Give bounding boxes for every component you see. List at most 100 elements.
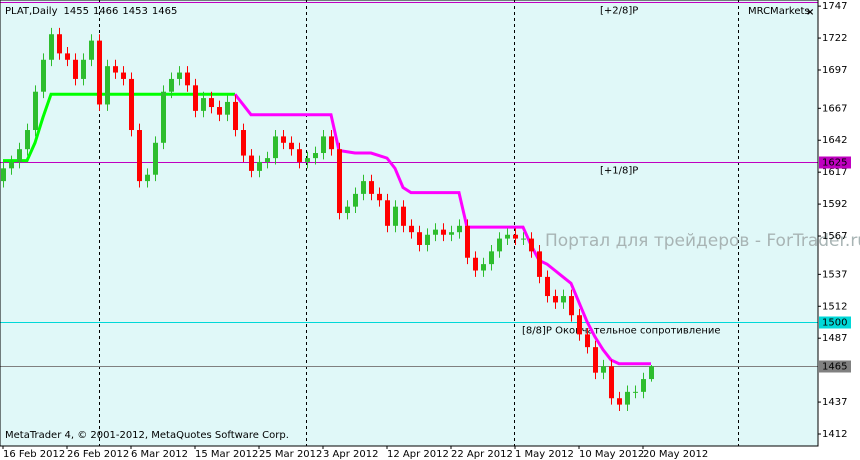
candle-body <box>409 225 414 233</box>
candle-body <box>73 59 78 79</box>
candle-body <box>505 234 510 239</box>
candle-body <box>441 229 446 235</box>
level-label: [+1/8]P <box>600 166 638 177</box>
candle-body <box>1 168 6 182</box>
marks: [+2/8]P [+1/8]P [8/8]P Окончательное сопро… <box>0 2 818 412</box>
candle-body <box>617 398 622 405</box>
x-tick-label: 12 Apr 2012 <box>387 449 449 460</box>
candle-body <box>585 334 590 348</box>
candle-body <box>41 59 46 92</box>
candle-body <box>25 130 30 150</box>
candle-body <box>249 155 254 171</box>
candle-body <box>449 232 454 235</box>
candle-body <box>345 206 350 214</box>
x-tick-label: 22 Apr 2012 <box>451 449 513 460</box>
candle-body <box>161 91 166 143</box>
copyright: MetaTrader 4, © 2001-2012, MetaQuotes So… <box>5 430 289 441</box>
candle-body <box>361 181 366 194</box>
candle-body <box>177 72 182 79</box>
x-tick-label: 25 Mar 2012 <box>259 449 322 460</box>
candle-body <box>353 193 358 207</box>
candle-body <box>481 264 486 271</box>
candle-body <box>337 149 342 214</box>
candle-body <box>65 53 70 60</box>
y-tick-label: 1412 <box>822 429 847 440</box>
candle-body <box>49 34 54 60</box>
candle-body <box>433 229 438 235</box>
candle-body <box>193 85 198 111</box>
candle-body <box>529 238 534 252</box>
candle-body <box>105 66 110 105</box>
candle-body <box>329 136 334 150</box>
y-tick-label: 1437 <box>822 397 847 408</box>
candle-body <box>233 101 238 131</box>
candle-body <box>217 107 222 115</box>
candle-body <box>601 366 606 373</box>
price-box-label: 1465 <box>822 362 847 373</box>
candle-body <box>185 72 190 86</box>
x-tick-label: 6 Mar 2012 <box>131 449 188 460</box>
candle-body <box>9 161 14 169</box>
candle-body <box>497 238 502 252</box>
x-tick-label: 3 Apr 2012 <box>323 449 378 460</box>
indicator-name: MRCMarkets <box>748 6 810 17</box>
watermark: Портал для трейдеров - ForTrader.ru <box>545 231 860 251</box>
candle-body <box>633 391 638 393</box>
candle-body <box>305 158 310 162</box>
x-tick-label: 15 Mar 2012 <box>195 449 258 460</box>
x-tick-label: 26 Feb 2012 <box>67 449 129 460</box>
candle-body <box>121 72 126 79</box>
candle-body <box>153 142 158 175</box>
candle-body <box>257 161 262 171</box>
candle-body <box>97 40 102 105</box>
candle-body <box>537 251 542 277</box>
header-high: 1466 <box>93 6 118 17</box>
x-tick-label: 16 Feb 2012 <box>3 449 65 460</box>
candle-body <box>473 257 478 271</box>
candle-body <box>425 234 430 245</box>
candle-body <box>225 101 230 115</box>
candle-body <box>385 200 390 226</box>
candle-body <box>209 98 214 108</box>
price-box <box>819 156 851 169</box>
candle-body <box>321 136 326 154</box>
header-low: 1453 <box>122 6 147 17</box>
y-tick-label: 1592 <box>822 199 847 210</box>
price-box <box>819 316 851 329</box>
candle-body <box>417 232 422 245</box>
header-close: 1465 <box>152 6 177 17</box>
level-label: [+2/8]P <box>600 6 638 17</box>
indicator-close[interactable]: × <box>806 7 814 18</box>
candle-body <box>281 136 286 143</box>
price-box-label: 1500 <box>822 318 847 329</box>
y-tick-label: 1487 <box>822 333 847 344</box>
candle-body <box>401 206 406 226</box>
candle-body <box>569 296 574 316</box>
candle-body <box>649 366 654 380</box>
y-tick-label: 1697 <box>822 65 847 76</box>
candle-body <box>113 66 118 73</box>
y-tick-label: 1722 <box>822 33 847 44</box>
candle-body <box>369 181 374 194</box>
candle-body <box>145 174 150 182</box>
y-tick-label: 1512 <box>822 301 847 312</box>
indicator-line <box>233 93 651 366</box>
candle-body <box>465 225 470 258</box>
candle-body <box>137 130 142 182</box>
candle-body <box>513 234 518 239</box>
y-tick-label: 1537 <box>822 269 847 280</box>
chart-header: PLAT,Daily 1455 1466 1453 1465 <box>5 6 177 17</box>
price-box-label: 1625 <box>822 158 847 169</box>
candle-body <box>297 149 302 162</box>
candle-body <box>609 366 614 399</box>
y-tick-label: 1747 <box>822 1 847 12</box>
candle-body <box>553 296 558 303</box>
candle-body <box>17 149 22 162</box>
candle-body <box>313 153 318 159</box>
candle-body <box>625 391 630 405</box>
candle-body <box>89 40 94 60</box>
plot-background <box>0 0 818 446</box>
candle-body <box>129 78 134 131</box>
